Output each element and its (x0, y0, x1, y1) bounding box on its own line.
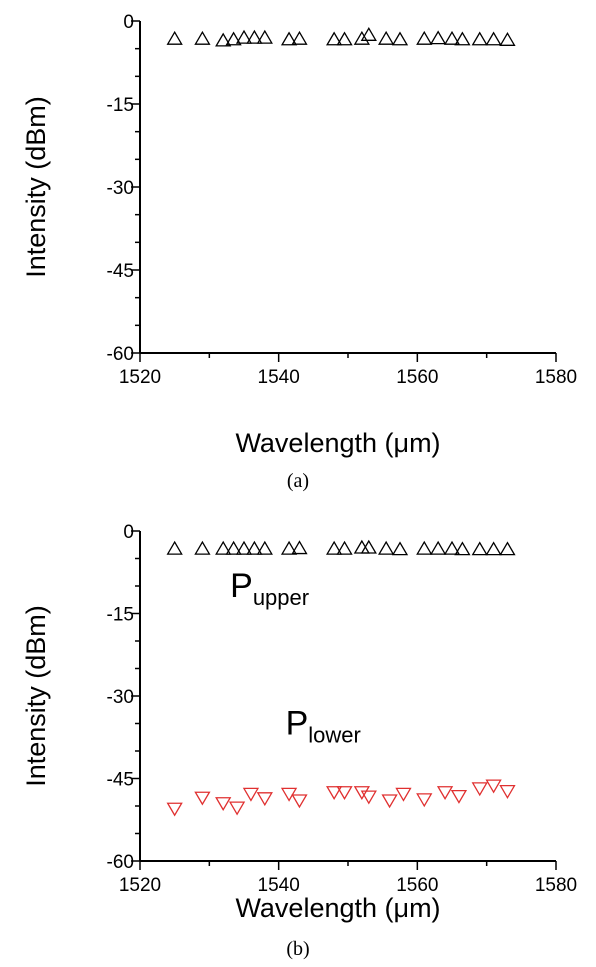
panel-a-y-tick-label: -60 (107, 344, 134, 365)
panel-a-triangle-up-point (215, 32, 232, 47)
panel-a-x-tick-label: 1560 (396, 367, 438, 388)
panel-b-x-tick-label: 1580 (535, 875, 577, 896)
panel-b-triangle-down-point (471, 782, 488, 797)
panel-a-y-tick-label: 0 (123, 12, 134, 33)
panel-b-triangle-up-point (235, 540, 253, 555)
panel-b-triangle-down-point (291, 794, 308, 809)
panel-b-triangle-down-point (360, 790, 377, 805)
panel-b-triangle-down-point (450, 789, 468, 804)
panel-b-triangle-down-point (228, 801, 246, 816)
panel-b-triangle-up-point (194, 540, 211, 555)
panel-b-triangle-down-point (242, 787, 260, 802)
annotation-subscript: lower (308, 723, 361, 748)
panel-b-y-tick-label: -30 (107, 687, 134, 708)
panel-b-y-tick-label: -60 (107, 852, 134, 873)
panel-a-triangle-up-point (443, 30, 461, 45)
panel-b-annotation: Plower (286, 705, 361, 748)
panel-b-triangle-up-point (454, 541, 471, 556)
panel-b-y-axis-title: Intensity (dBm) (21, 605, 51, 787)
panel-b-triangle-down-point (336, 786, 353, 801)
panel-b-triangle-up-point (215, 540, 232, 555)
panel-b-triangle-up-point (499, 541, 516, 556)
panel-b-y-tick-label: -45 (107, 770, 134, 791)
panel-b-y-tick-label: 0 (123, 522, 134, 543)
panel-b-triangle-down-point (499, 785, 516, 799)
panel-a-triangle-up-point (235, 29, 253, 44)
panel-b-triangle-up-point (430, 540, 447, 555)
panel-a-triangle-up-point (454, 31, 471, 46)
panel-b-triangle-down-point (166, 802, 183, 817)
panel-a-triangle-up-point (499, 32, 516, 46)
panel-b-y-tick-label: -15 (107, 605, 134, 626)
panel-b-triangle-down-point (353, 786, 370, 801)
panel-b-triangle-up-point (378, 540, 395, 555)
panel-b-triangle-up-point (246, 540, 263, 555)
panel-a-triangle-up-point (256, 29, 273, 44)
panel-b-triangle-up-point (443, 540, 461, 555)
panel-b-triangle-down-point (326, 786, 343, 801)
panel-a-x-axis-title: Wavelength (μm) (235, 428, 440, 458)
panel-a-triangle-up-point (360, 27, 377, 41)
panel-b-x-tick-label: 1520 (119, 875, 161, 896)
annotation-main: P (230, 567, 253, 605)
panel-b-triangle-up-point (166, 540, 183, 555)
panel-a-x-tick-label: 1520 (119, 367, 161, 388)
panel-a-x-tick-label: 1540 (258, 367, 300, 388)
panel-b-triangle-down-point (215, 797, 232, 812)
panel-a-label: (a) (287, 470, 309, 492)
panel-a-x-tick-label: 1580 (535, 367, 577, 388)
panel-b-triangle-down-point (416, 793, 433, 808)
panel-a-triangle-up-point (391, 31, 409, 46)
panel-a-triangle-up-point (166, 30, 183, 45)
panel-b-triangle-up-point (485, 541, 502, 556)
panel-b-triangle-down-point (194, 791, 211, 806)
panel-b-triangle-up-point (256, 540, 273, 555)
panel-a-triangle-up-point (416, 30, 433, 45)
panel-b-x-axis-title: Wavelength (μm) (235, 893, 440, 923)
panel-b-triangle-down-point (436, 786, 454, 801)
panel-b-triangle-up-point (225, 540, 242, 555)
panel-b-triangle-down-point (395, 787, 412, 802)
panel-b-label: (b) (286, 938, 309, 960)
panel-b-triangle-up-point (280, 540, 298, 555)
panel-b-triangle-up-point (336, 540, 353, 555)
panel-b-triangle-up-point (471, 541, 488, 556)
panel-a-triangle-up-point (353, 30, 370, 45)
panel-b-triangle-down-point (485, 779, 502, 794)
panel-b-triangle-up-point (353, 539, 370, 554)
panel-a-triangle-up-point (326, 31, 343, 46)
panel-a-y-tick-label: -45 (107, 261, 134, 282)
panel-a-triangle-up-point (225, 31, 242, 46)
annotation-main: P (286, 705, 309, 743)
panel-b-x-tick-label: 1560 (396, 875, 438, 896)
panel-b-triangle-down-point (381, 794, 398, 809)
panel-a-y-axis-title: Intensity (dBm) (21, 96, 51, 278)
panel-b-annotation: Pupper (230, 567, 309, 610)
panel-a-y-tick-label: -15 (107, 95, 134, 116)
panel-a-triangle-up-point (280, 31, 298, 46)
panel-a-triangle-up-point (378, 30, 395, 45)
panel-a-y-tick-label: -30 (107, 178, 134, 199)
panel-b-x-tick-label: 1540 (258, 875, 300, 896)
panel-b-triangle-up-point (360, 539, 377, 554)
panel-a-triangle-up-point (485, 31, 502, 46)
panel-b-triangle-up-point (291, 540, 308, 555)
panel-a-triangle-up-point (336, 31, 353, 46)
annotation-subscript: upper (253, 585, 309, 610)
panel-a-triangle-up-point (430, 30, 447, 45)
panel-a-triangle-up-point (246, 29, 263, 44)
panel-b-triangle-down-point (256, 792, 273, 807)
panel-a-triangle-up-point (194, 30, 211, 45)
panel-b-triangle-up-point (416, 540, 433, 555)
panel-b-triangle-up-point (326, 540, 343, 555)
panel-a-triangle-up-point (471, 31, 488, 46)
panel-a-triangle-up-point (291, 30, 308, 45)
panel-b-triangle-up-point (391, 541, 409, 556)
